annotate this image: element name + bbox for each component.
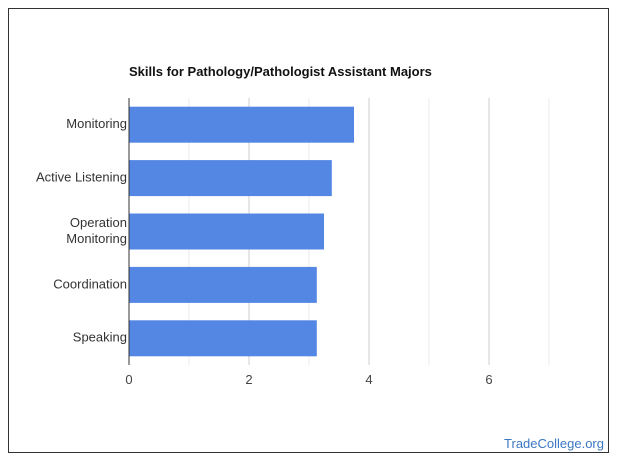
watermark-link[interactable]: TradeCollege.org	[504, 436, 604, 451]
category-label: Monitoring	[66, 116, 127, 131]
x-tick-label: 6	[485, 372, 492, 387]
bar[interactable]	[129, 106, 354, 143]
x-tick-label: 2	[245, 372, 252, 387]
category-label: Operation Monitoring	[66, 215, 127, 246]
bar[interactable]	[129, 213, 324, 250]
bar[interactable]	[129, 266, 317, 303]
x-tick-label: 0	[125, 372, 132, 387]
category-label: Speaking	[73, 330, 127, 345]
bar[interactable]	[129, 160, 332, 197]
x-tick-labels: 0 2 4 6	[125, 372, 492, 387]
chart-title: Skills for Pathology/Pathologist Assista…	[129, 64, 432, 79]
category-label: Coordination	[53, 276, 127, 291]
bars	[129, 106, 354, 357]
bar[interactable]	[129, 320, 317, 357]
category-labels: Monitoring Active Listening Operation Monit…	[36, 116, 127, 345]
x-tick-label: 4	[365, 372, 372, 387]
category-label: Active Listening	[36, 170, 127, 185]
